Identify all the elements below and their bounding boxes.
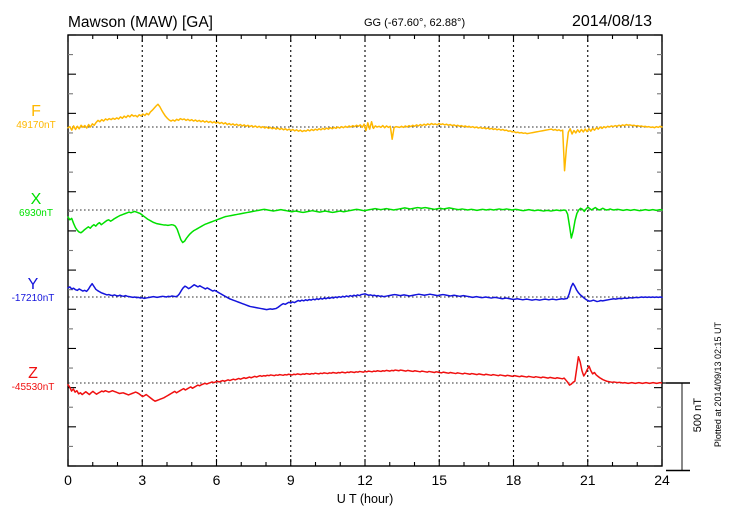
x-tick-label-15: 15 <box>431 472 448 488</box>
x-tick-label-12: 12 <box>357 472 373 488</box>
x-tick-label-24: 24 <box>654 472 670 488</box>
plotted-timestamp: Plotted at 2014/09/13 02:15 UT <box>713 322 723 448</box>
x-tick-label-9: 9 <box>286 472 295 488</box>
series-label-z: Z -45530nT <box>2 366 64 394</box>
series-label-f: F 49170nT <box>8 104 64 132</box>
data-traces <box>67 103 663 402</box>
page-title: Mawson (MAW) [GA] <box>68 14 213 31</box>
x-tick-label-6: 6 <box>212 472 221 488</box>
x-tick-label-18: 18 <box>505 472 522 488</box>
series-symbol-z: Z <box>28 365 38 382</box>
x-tick-label-21: 21 <box>579 472 596 488</box>
series-baseline-y: -17210nT <box>11 293 55 304</box>
geographic-coordinates: GG (-67.60°, 62.88°) <box>364 17 466 29</box>
x-axis-label: U T (hour) <box>336 492 394 506</box>
axis-ticks <box>67 34 663 467</box>
series-label-y: Y -17210nT <box>2 277 64 305</box>
series-baseline-f: 49170nT <box>16 120 56 131</box>
observation-date: 2014/08/13 <box>572 13 653 30</box>
x-tick-label-3: 3 <box>138 472 147 488</box>
series-symbol-y: Y <box>27 276 39 293</box>
grid-lines <box>141 35 589 466</box>
series-symbol-x: X <box>30 191 42 208</box>
x-tick-label-0: 0 <box>64 472 72 488</box>
series-baseline-z: -45530nT <box>11 382 55 393</box>
scale-bar-label: 500 nT <box>692 398 704 433</box>
series-symbol-f: F <box>31 103 41 120</box>
scale-bar <box>662 382 690 472</box>
series-label-x: X 6930nT <box>8 192 64 220</box>
series-baseline-x: 6930nT <box>19 208 53 219</box>
